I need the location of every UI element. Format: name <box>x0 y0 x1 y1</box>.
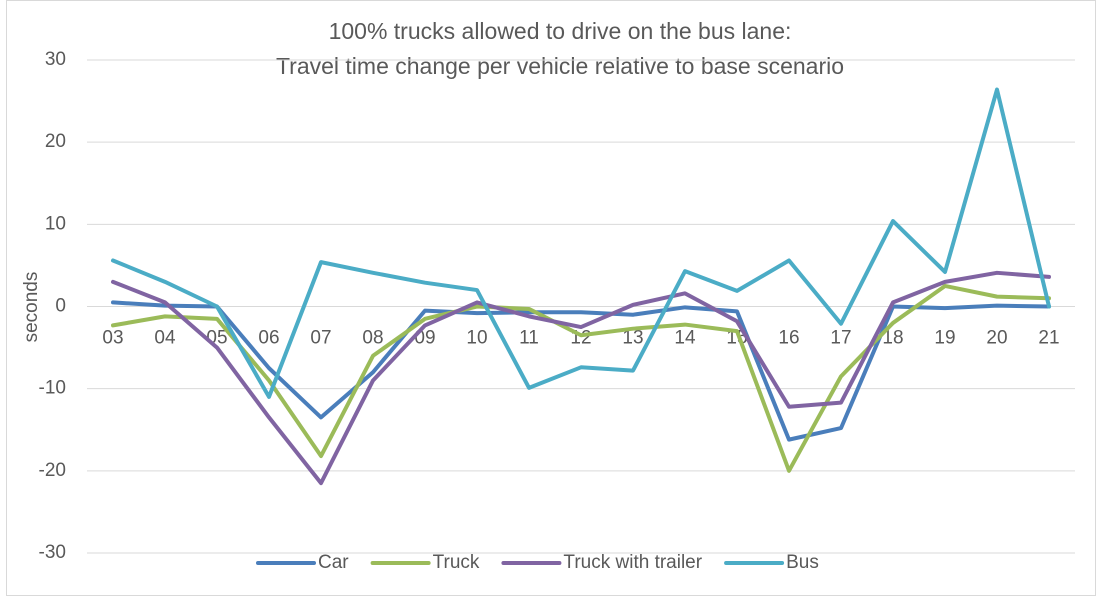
x-tick-label: 19 <box>934 328 955 349</box>
legend-label: Truck <box>433 552 480 573</box>
x-tick-label: 20 <box>986 328 1007 349</box>
chart-title: 100% trucks allowed to drive on the bus … <box>329 18 792 44</box>
x-tick-label: 11 <box>519 328 539 349</box>
x-tick-label: 13 <box>622 328 643 349</box>
y-tick-label: -10 <box>39 378 66 399</box>
x-tick-label: 10 <box>466 328 487 349</box>
y-tick-label: 30 <box>45 49 66 70</box>
y-tick-label: -30 <box>39 542 66 563</box>
chart-border <box>6 0 1096 596</box>
legend-label: Bus <box>786 552 819 573</box>
y-axis-label: seconds <box>21 272 42 343</box>
y-tick-label: 10 <box>45 213 66 234</box>
chart-title: Travel time change per vehicle relative … <box>276 53 844 79</box>
legend-label: Car <box>318 552 349 573</box>
series-line <box>111 283 1051 473</box>
x-tick-label: 03 <box>102 328 123 349</box>
y-tick-label: 20 <box>45 131 66 152</box>
y-tick-label: -20 <box>39 460 66 481</box>
legend-label: Truck with trailer <box>563 552 702 573</box>
x-tick-label: 08 <box>362 328 383 349</box>
x-tick-label: 06 <box>258 328 279 349</box>
x-tick-label: 21 <box>1038 328 1059 349</box>
series-line <box>111 270 1051 486</box>
x-tick-label: 18 <box>882 328 903 349</box>
x-tick-label: 04 <box>154 328 176 349</box>
y-tick-label: 0 <box>55 296 66 317</box>
series-line <box>111 87 1051 399</box>
x-tick-label: 07 <box>310 328 331 349</box>
x-tick-label: 17 <box>830 328 851 349</box>
x-tick-label: 14 <box>674 328 696 349</box>
x-tick-label: 16 <box>778 328 799 349</box>
